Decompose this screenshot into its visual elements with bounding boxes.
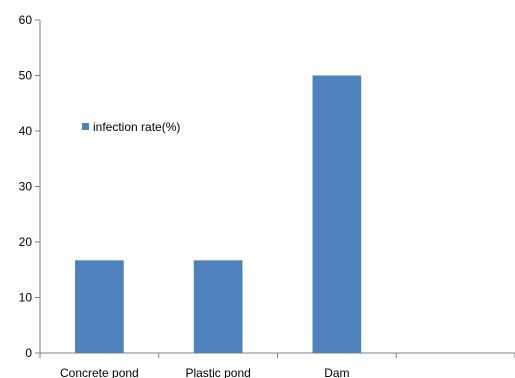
tick-labels: 0 10 20 30 40 50 60 Concrete pond Plastic pond Da… bbox=[19, 13, 350, 378]
bar bbox=[75, 260, 124, 353]
x-tick-label: Plastic pond bbox=[185, 366, 250, 378]
x-tick-label: Dam bbox=[324, 366, 349, 378]
legend-swatch bbox=[82, 123, 89, 130]
bars bbox=[75, 75, 362, 353]
bar bbox=[312, 75, 362, 353]
y-tick-label: 10 bbox=[19, 291, 33, 305]
y-tick-label: 50 bbox=[19, 69, 33, 83]
y-tick-label: 0 bbox=[25, 346, 32, 360]
y-tick-label: 40 bbox=[19, 124, 33, 138]
y-tick-label: 60 bbox=[19, 13, 33, 27]
x-tick-label: Concrete pond bbox=[60, 366, 139, 378]
y-tick-label: 20 bbox=[19, 235, 33, 249]
bar bbox=[193, 260, 243, 353]
legend: infection rate(%) bbox=[82, 120, 180, 134]
legend-label: infection rate(%) bbox=[93, 120, 180, 134]
y-tick-label: 30 bbox=[19, 180, 33, 194]
